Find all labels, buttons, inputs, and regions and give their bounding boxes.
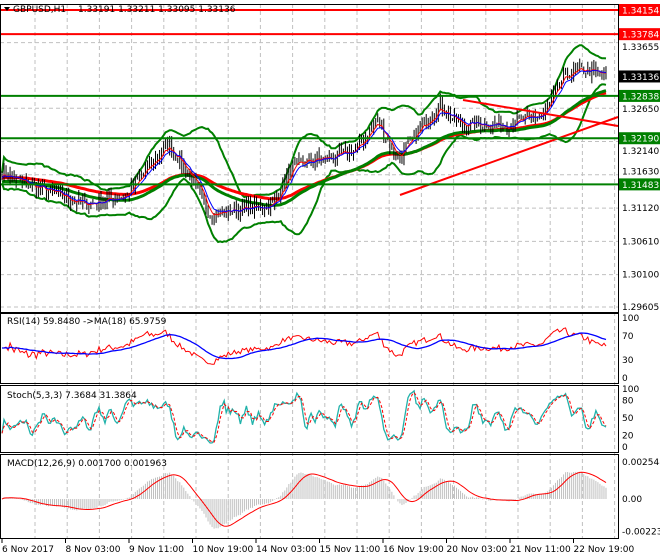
level-price-label: 1.32838 xyxy=(622,92,659,102)
level-price-tag xyxy=(619,132,660,145)
price-tick-label: 1.33655 xyxy=(622,43,659,53)
panel-border xyxy=(0,385,619,453)
stoch-tick-label: 20 xyxy=(622,431,634,441)
time-tick-label: 9 Nov 11:00 xyxy=(129,545,184,555)
price-tick-label: 1.31630 xyxy=(622,167,659,177)
price-tick-label: 1.32650 xyxy=(622,105,659,115)
level-price-label: 1.31483 xyxy=(622,181,659,191)
price-tick-label: 1.30100 xyxy=(622,271,659,281)
panel-border xyxy=(0,4,619,313)
macd-tick-label: 0.00 xyxy=(622,495,642,505)
stoch-label: Stoch(5,3,3) 7.3684 31.3864 xyxy=(7,391,137,401)
price-tick-label: 1.29605 xyxy=(622,303,659,313)
rsi-tick-label: 30 xyxy=(622,356,634,366)
grid xyxy=(0,4,618,538)
bollinger-upper xyxy=(1,44,607,199)
price-tick-label: 1.32140 xyxy=(622,147,659,157)
rsi-tick-label: 100 xyxy=(622,314,639,324)
level-price-tag xyxy=(619,89,660,102)
ma-short-blue xyxy=(1,69,607,213)
price-tick-label: 1.31120 xyxy=(622,204,659,214)
current-price-tag xyxy=(619,70,660,83)
stoch-tick-label: 100 xyxy=(622,385,639,395)
stoch-panel[interactable] xyxy=(1,389,607,444)
trendline-descending xyxy=(462,99,619,127)
level-price-tag xyxy=(619,178,660,191)
level-price-label: 1.32190 xyxy=(622,135,659,145)
symbol-label: GBPUSD,H1 xyxy=(13,5,66,15)
panel-border xyxy=(0,313,619,384)
collapse-triangle-icon[interactable] xyxy=(4,7,10,11)
stoch-tick-label: 50 xyxy=(622,414,634,424)
panel-border xyxy=(0,454,619,539)
time-tick-label: 22 Nov 19:00 xyxy=(574,545,635,555)
level-price-tag xyxy=(619,28,660,41)
rsi-line xyxy=(2,327,607,365)
macd-label: MACD(12,26,9) 0.001700 0.001963 xyxy=(7,459,167,469)
time-tick-label: 10 Nov 19:00 xyxy=(193,545,254,555)
stoch-tick-label: 80 xyxy=(622,397,634,407)
rsi-label: RSI(14) 59.8480 ->MA(18) 65.9759 xyxy=(7,317,167,327)
stoch-main-line xyxy=(1,389,607,444)
macd-panel[interactable] xyxy=(1,471,607,529)
labels: GBPUSD,H1 1.33191 1.33211 1.33095 1.3313… xyxy=(4,5,236,469)
axes: 1.34154 1.33784 1.32838 1.32190 1.31483 1.331… xyxy=(0,4,660,555)
level-price-label: 1.33784 xyxy=(622,31,659,41)
current-price-label: 1.33136 xyxy=(622,73,659,83)
time-tick-label: 8 Nov 03:00 xyxy=(66,545,121,555)
macd-signal-line xyxy=(1,471,607,527)
rsi-tick-label: 70 xyxy=(622,332,634,342)
price-panel[interactable] xyxy=(0,9,619,244)
level-price-tag xyxy=(619,4,660,16)
time-tick-label: 20 Nov 03:00 xyxy=(447,545,508,555)
stoch-signal-line xyxy=(1,391,607,443)
time-tick-label: 21 Nov 11:00 xyxy=(510,545,571,555)
rsi-panel[interactable] xyxy=(2,327,607,365)
macd-tick-label: 0.002548 xyxy=(622,458,660,468)
time-tick-label: 6 Nov 2017 xyxy=(2,545,54,555)
time-tick-label: 15 Nov 11:00 xyxy=(320,545,381,555)
time-tick-label: 14 Nov 03:00 xyxy=(256,545,317,555)
level-price-label: 1.34154 xyxy=(622,7,659,17)
ohlc-label: 1.33191 1.33211 1.33095 1.33136 xyxy=(78,5,236,15)
time-tick-label: 16 Nov 19:00 xyxy=(383,545,444,555)
rsi-ma-line xyxy=(2,332,607,360)
rsi-tick-label: 0 xyxy=(622,374,628,384)
price-tick-label: 1.30610 xyxy=(622,237,659,247)
trendline-ascending xyxy=(399,116,619,196)
stoch-tick-label: 0 xyxy=(622,443,628,453)
